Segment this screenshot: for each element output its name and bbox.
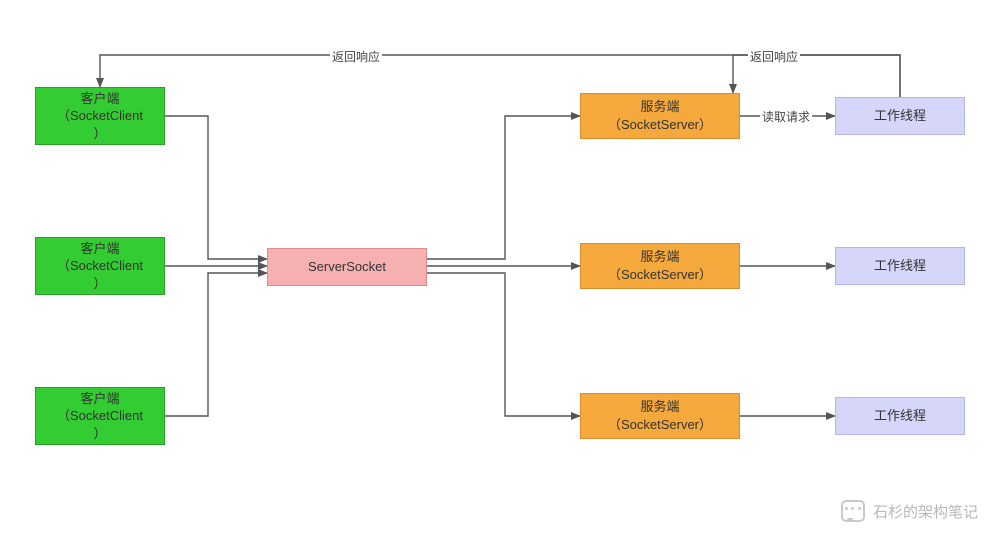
node-label: ） [93,275,106,293]
edge-label-return-response-2: 返回响应 [748,48,800,65]
node-label: （SocketServer） [608,266,712,284]
edge-label-return-response-1: 返回响应 [330,48,382,65]
node-worker-1: 工作线程 [835,97,965,135]
edge-ss-to-s1 [427,116,580,259]
node-label: 工作线程 [874,407,926,425]
node-serversocket: ServerSocket [267,248,427,286]
edge-c1-to-ss [165,116,267,259]
watermark: 石杉的架构笔记 [841,500,978,522]
chat-bubble-icon [841,500,865,522]
node-client-1: 客户端 （SocketClient ） [35,87,165,145]
node-worker-3: 工作线程 [835,397,965,435]
node-label: 服务端 [640,398,679,416]
node-label: （SocketClient [57,107,143,125]
node-label: （SocketClient [57,407,143,425]
node-client-2: 客户端 （SocketClient ） [35,237,165,295]
node-label: （SocketClient [57,257,143,275]
node-label: 服务端 [640,98,679,116]
node-label: ） [93,425,106,443]
node-label: 工作线程 [874,107,926,125]
edge-ss-to-s3 [427,273,580,416]
node-label: （SocketServer） [608,116,712,134]
node-label: （SocketServer） [608,416,712,434]
node-worker-2: 工作线程 [835,247,965,285]
node-label: 客户端 [80,390,119,408]
node-label: 服务端 [640,248,679,266]
node-label: 客户端 [80,240,119,258]
watermark-text: 石杉的架构笔记 [873,501,978,522]
node-label: ） [93,125,106,143]
node-label: ServerSocket [308,258,386,276]
node-server-3: 服务端 （SocketServer） [580,393,740,439]
node-client-3: 客户端 （SocketClient ） [35,387,165,445]
node-label: 客户端 [80,90,119,108]
edge-c3-to-ss [165,273,267,416]
node-server-2: 服务端 （SocketServer） [580,243,740,289]
edge-label-read-request: 读取请求 [760,108,812,125]
node-label: 工作线程 [874,257,926,275]
node-server-1: 服务端 （SocketServer） [580,93,740,139]
